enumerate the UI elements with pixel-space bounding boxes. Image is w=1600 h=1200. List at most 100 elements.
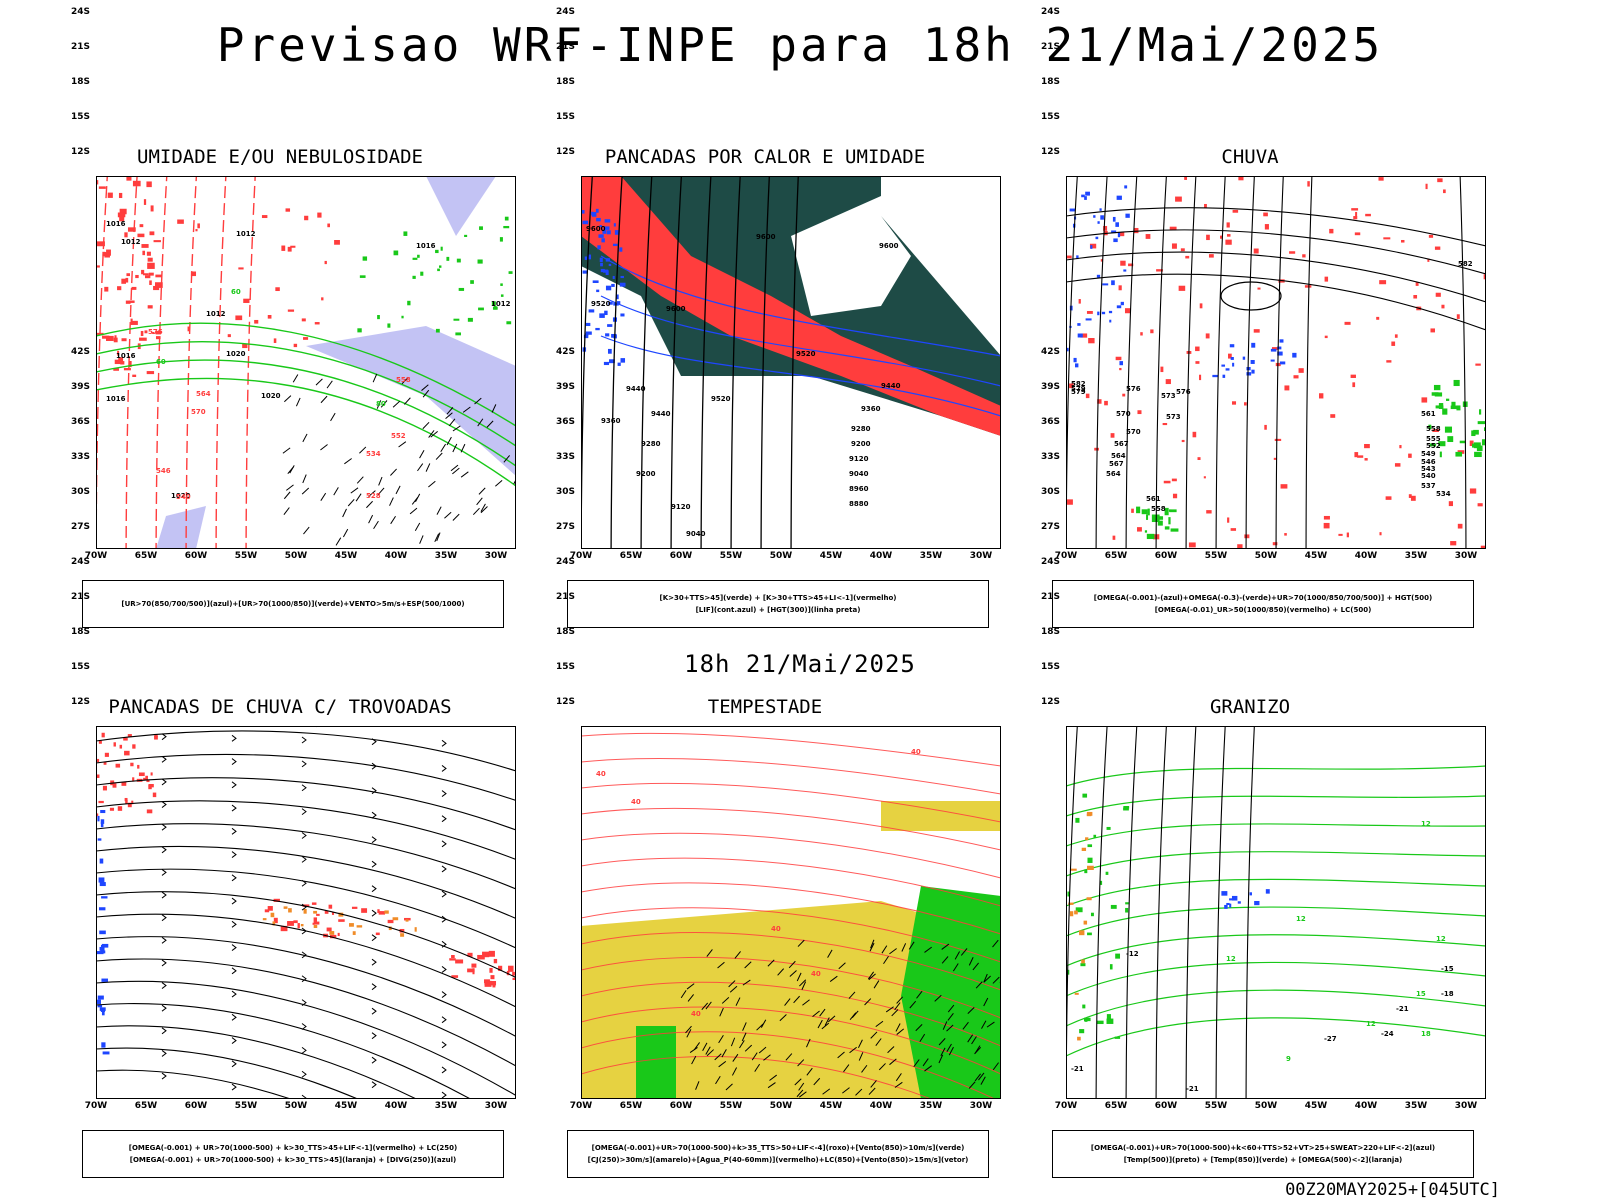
lon-tick-label: 50W (1254, 1101, 1278, 1111)
shaded-cell (1226, 902, 1230, 906)
contour-label: 567 (1109, 460, 1124, 468)
wind-vector (754, 1063, 761, 1072)
shaded-cell (446, 256, 450, 261)
shaded-cell (477, 259, 483, 264)
shaded-cell (1323, 522, 1330, 529)
shaded-cell (1083, 920, 1088, 925)
wind-vector (894, 1002, 901, 1011)
lat-tick-label: 30S (1040, 486, 1060, 497)
streamline-arrow (161, 755, 167, 763)
shaded-cell (601, 238, 605, 243)
lon-tick-label: 55W (719, 1101, 743, 1111)
shaded-cell (1447, 436, 1454, 443)
wind-vector (861, 1064, 868, 1073)
shaded-cell (1353, 216, 1358, 220)
panel-title: GRANIZO (1209, 696, 1291, 718)
streamline (96, 800, 516, 861)
shaded-cell (154, 734, 158, 738)
wind-vector (419, 450, 425, 459)
shaded-cell (127, 802, 132, 808)
contour-label: 534 (1436, 490, 1451, 498)
streamline-arrow (301, 999, 307, 1007)
wind-vector (908, 941, 915, 950)
wind-vector (398, 441, 407, 448)
shaded-cell (1475, 363, 1481, 366)
shaded-cell (96, 332, 104, 335)
shaded-cell (1100, 215, 1104, 220)
contour-line (1155, 726, 1167, 1099)
shaded-cell (242, 343, 248, 349)
lon-tick-label: 70W (1054, 1101, 1078, 1111)
shaded-cell (1093, 834, 1097, 838)
shaded-cell (377, 315, 380, 320)
shaded-cell (1111, 280, 1115, 286)
shaded-cell (1441, 304, 1445, 309)
shaded-cell (297, 923, 300, 929)
streamline-arrow (301, 975, 307, 983)
shaded-cell (599, 225, 602, 228)
shaded-cell (1131, 508, 1134, 513)
lon-tick-label: 50W (1254, 551, 1278, 561)
wind-vector (895, 1023, 901, 1032)
streamline-arrow (301, 927, 307, 935)
streamline-arrow (161, 959, 167, 967)
shaded-cell (1101, 311, 1106, 315)
streamline-arrow (441, 940, 447, 948)
shaded-cell (107, 192, 113, 198)
lat-tick-label: 18S (70, 76, 90, 87)
contour-label: 40 (911, 748, 921, 756)
jet-shade (881, 801, 1001, 831)
shaded-cell (1085, 318, 1092, 321)
lon-tick-label: 45W (334, 551, 358, 561)
shaded-cell (338, 912, 344, 917)
contour-label: 1016 (116, 352, 136, 360)
contour-line (581, 956, 1001, 1019)
shaded-cell (1075, 817, 1080, 823)
streamline-arrow (441, 765, 447, 772)
wind-vector (320, 444, 328, 451)
shaded-cell (1249, 892, 1252, 896)
streamline-arrow (441, 1091, 447, 1099)
shaded-cell (137, 764, 140, 769)
wind-vector (972, 962, 979, 971)
shaded-cell (1203, 476, 1206, 479)
shaded-cell (1473, 429, 1479, 435)
shaded-cell (101, 943, 109, 948)
shaded-cell (1251, 369, 1255, 374)
shaded-cell (1244, 402, 1247, 406)
shaded-cell (477, 954, 485, 960)
shaded-cell (155, 282, 163, 288)
shaded-cell (1157, 520, 1163, 526)
shaded-cell (114, 359, 121, 365)
wind-vector (806, 1067, 813, 1076)
lat-tick-label: 18S (555, 626, 575, 637)
wind-vector (691, 1055, 697, 1065)
lat-tick-label: 24S (555, 556, 575, 567)
wind-vector (686, 983, 695, 990)
contour-line (581, 907, 1001, 963)
wind-vector (794, 1078, 802, 1086)
shaded-cell (1087, 857, 1093, 863)
wind-vector (980, 1076, 986, 1085)
streamline-arrow (371, 738, 377, 746)
contour-line (581, 857, 1001, 907)
shaded-cell (326, 927, 332, 932)
shaded-cell (1225, 239, 1232, 245)
contour-label: 558 (396, 376, 411, 384)
shaded-cell (362, 256, 368, 261)
contour-line (96, 359, 516, 467)
contour-label: 8960 (849, 485, 869, 493)
lat-tick-label: 12S (555, 146, 575, 157)
wind-vector (889, 1058, 897, 1066)
legend-line: [Temp(500)](preto) + [Temp(850)](verde) … (1123, 1156, 1403, 1164)
shaded-cell (153, 240, 161, 243)
shaded-cell (1168, 509, 1172, 512)
lat-tick-label: 39S (1040, 381, 1060, 392)
contour-label: 561 (1421, 410, 1436, 418)
wind-vector (887, 1046, 895, 1054)
wind-vector (796, 972, 802, 982)
contour-line (1215, 726, 1226, 1099)
shaded-cell (403, 231, 408, 236)
wind-vector (895, 1073, 902, 1082)
shaded-cell (1120, 301, 1124, 306)
